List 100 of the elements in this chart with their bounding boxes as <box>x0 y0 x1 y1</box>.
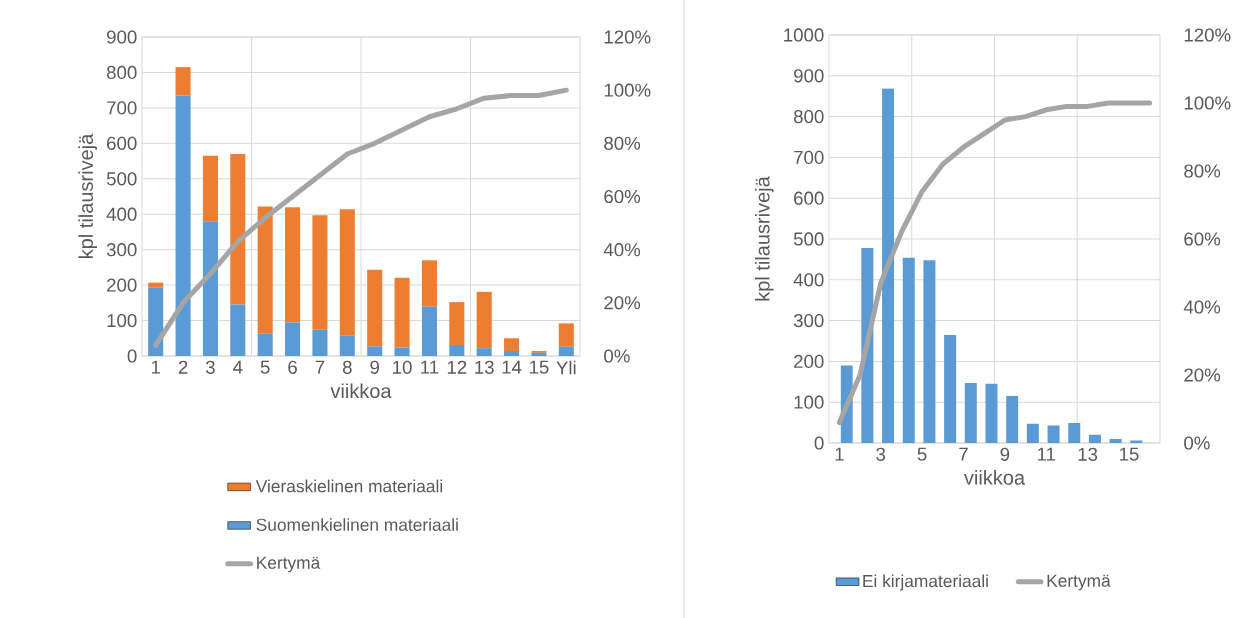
y2-tick-label: 40% <box>603 243 641 257</box>
y2-tick-label: 20% <box>1184 368 1221 382</box>
bar <box>421 306 437 356</box>
x-tick-label: 9 <box>1000 447 1010 461</box>
bar <box>230 304 246 356</box>
x-tick-label: 7 <box>315 360 325 374</box>
y-tick-label: 400 <box>106 207 137 221</box>
y2-tick-label: 0% <box>604 349 630 363</box>
x-tick-label: 1 <box>835 447 844 461</box>
y-tick-label: 600 <box>107 136 137 150</box>
bar <box>449 345 465 356</box>
x-tick-label: 4 <box>233 360 243 374</box>
bar <box>312 329 328 356</box>
y-tick-label: 900 <box>794 69 824 83</box>
y2-tick-label: 120% <box>1184 28 1231 42</box>
bar <box>1068 423 1081 443</box>
x-axis-title: viikkoa <box>964 470 1026 485</box>
bar <box>202 221 218 356</box>
bar <box>257 333 273 356</box>
y-tick-label: 500 <box>106 172 137 186</box>
x-tick-label: 3 <box>876 447 886 461</box>
legend-label: Ei kirjamateriaali <box>863 574 988 591</box>
bar <box>985 383 998 443</box>
bar <box>312 215 328 330</box>
y2-tick-label: 40% <box>1183 300 1221 314</box>
x-tick-label: 8 <box>342 360 352 374</box>
legend-label: Kertymä <box>257 556 321 573</box>
y-tick-label: 0 <box>127 349 137 363</box>
y-tick-label: 300 <box>793 313 824 328</box>
bar <box>148 282 164 288</box>
bar <box>1109 438 1122 443</box>
x-tick-label: 9 <box>370 360 379 374</box>
legend-label: Suomenkielinen materiaali <box>256 518 458 531</box>
x-tick-label: 6 <box>288 360 297 374</box>
y-axis-title: kpl tilausrivejä <box>78 133 97 258</box>
bar <box>558 323 574 347</box>
bar <box>476 291 492 349</box>
x-tick-label: 15 <box>529 360 549 374</box>
x-tick-label: 13 <box>1078 447 1098 461</box>
y-tick-label: 200 <box>107 278 137 292</box>
x-tick-label: 11 <box>1037 447 1056 461</box>
bar <box>923 260 936 443</box>
bar <box>1026 423 1039 443</box>
bar <box>504 338 520 352</box>
y-tick-label: 900 <box>107 30 137 44</box>
x-tick-label: 10 <box>393 360 412 374</box>
y2-tick-label: 20% <box>604 296 641 310</box>
y-tick-label: 400 <box>793 273 824 287</box>
x-tick-label: Yli <box>556 360 576 375</box>
bar <box>394 347 410 356</box>
bar <box>449 302 465 346</box>
x-tick-label: 7 <box>959 447 968 461</box>
y-axis-title: kpl tilausrivejä <box>754 176 774 301</box>
bar <box>285 322 301 356</box>
y-tick-label: 800 <box>793 109 824 124</box>
y2-tick-label: 0% <box>1184 436 1210 450</box>
legend-label: Vieraskielinen materiaali <box>255 479 443 493</box>
y-tick-label: 0 <box>814 436 824 450</box>
y-tick-label: 100 <box>794 395 824 409</box>
legend-label: Kertymä <box>1047 574 1111 591</box>
x-tick-label: 2 <box>178 360 188 374</box>
bar <box>285 207 301 323</box>
y-tick-label: 100 <box>107 313 137 328</box>
bar <box>202 155 218 222</box>
bar <box>367 269 383 347</box>
y-tick-label: 700 <box>794 150 824 165</box>
x-tick-label: 1 <box>151 360 160 374</box>
x-tick-label: 12 <box>447 360 467 374</box>
y2-tick-label: 80% <box>604 136 641 150</box>
y-tick-label: 600 <box>794 191 824 205</box>
y2-tick-label: 100% <box>604 83 651 97</box>
bar <box>504 351 520 356</box>
bar <box>230 153 246 305</box>
bar <box>257 206 273 334</box>
y2-tick-label: 60% <box>1184 232 1221 246</box>
bar <box>175 67 191 96</box>
x-tick-label: 5 <box>917 447 927 461</box>
y-tick-label: 1000 <box>784 28 824 42</box>
x-tick-label: 15 <box>1120 447 1139 461</box>
y-tick-label: 700 <box>107 101 137 115</box>
bar <box>1047 425 1060 443</box>
y2-tick-label: 100% <box>1184 96 1231 110</box>
bar <box>476 348 492 356</box>
y-tick-label: 500 <box>793 232 824 246</box>
x-tick-label: 11 <box>421 360 439 374</box>
x-axis-title: viikkoa <box>330 383 392 399</box>
bar <box>394 277 410 348</box>
bar <box>175 95 191 356</box>
bar <box>1088 434 1101 443</box>
x-tick-label: 13 <box>475 360 494 374</box>
bar <box>558 346 574 356</box>
bar <box>367 346 383 356</box>
y2-tick-label: 80% <box>1184 164 1221 178</box>
bar <box>882 88 895 443</box>
x-tick-label: 5 <box>260 360 270 374</box>
x-tick-label: 3 <box>205 360 215 374</box>
bar <box>148 287 164 356</box>
bar <box>339 209 355 336</box>
y2-tick-label: 120% <box>604 30 651 44</box>
y-tick-label: 800 <box>106 65 137 80</box>
